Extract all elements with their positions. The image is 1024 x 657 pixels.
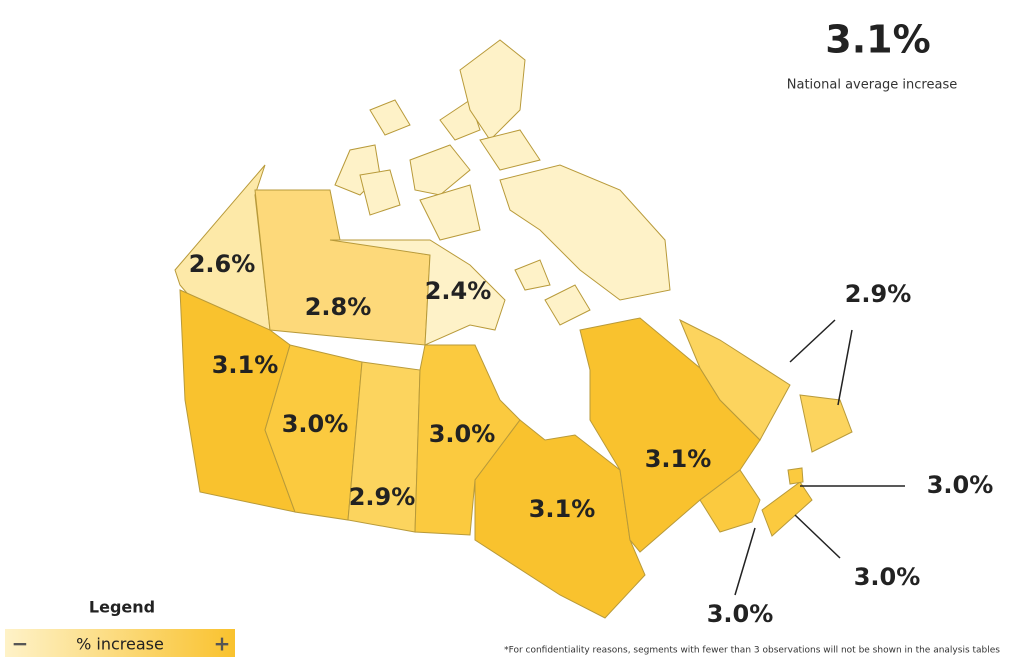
leader-line	[794, 514, 841, 559]
region-label: 3.0%	[854, 563, 921, 591]
footnote: *For confidentiality reasons, segments w…	[504, 646, 1000, 656]
region-label: 2.4%	[425, 277, 492, 305]
region-label: 2.9%	[349, 483, 416, 511]
region-label: 3.0%	[927, 471, 994, 499]
legend-min: −	[12, 632, 29, 656]
region-shape	[679, 318, 853, 453]
region-shape	[264, 344, 363, 521]
region-shape	[254, 189, 431, 346]
leader-line	[837, 329, 853, 406]
national-label: National average increase	[787, 78, 957, 93]
legend-max: +	[214, 632, 231, 656]
region-label: 3.0%	[707, 600, 774, 628]
region-label: 3.1%	[645, 445, 712, 473]
region-label: 2.9%	[845, 280, 912, 308]
region-label: 3.1%	[529, 495, 596, 523]
region-shape	[787, 467, 804, 485]
arctic-islands	[334, 39, 671, 326]
legend-title: Legend	[89, 598, 155, 617]
national-value: 3.1%	[825, 18, 930, 62]
region-shape	[699, 469, 761, 533]
region-label: 3.0%	[429, 420, 496, 448]
region-label: 2.8%	[305, 293, 372, 321]
leader-line	[734, 527, 756, 596]
region-label: 3.1%	[212, 351, 279, 379]
region-shape	[329, 239, 506, 346]
leader-line	[789, 319, 836, 363]
region-shape	[761, 481, 813, 537]
region-label: 2.6%	[189, 250, 256, 278]
region-shape	[474, 419, 646, 619]
region-label: 3.0%	[282, 410, 349, 438]
legend-scale	[5, 629, 235, 657]
legend-scale-label: % increase	[76, 635, 164, 654]
